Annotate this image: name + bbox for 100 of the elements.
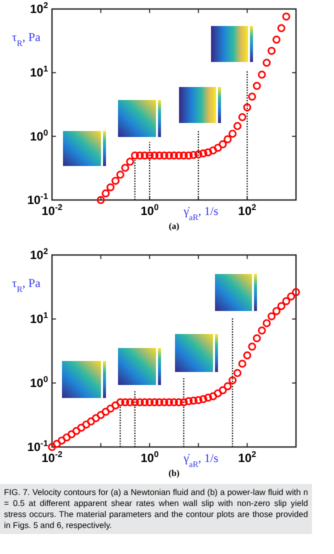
point <box>190 396 198 405</box>
point <box>204 394 212 402</box>
x-tick-label: 10$^{2}$ <box>238 449 257 465</box>
point <box>224 382 232 390</box>
point <box>62 433 71 442</box>
caption: FIG. 7. Velocity contours for (a) a Newtonian fluid and (b) a power-law fluid with n = 0.5 at different apparent shear rates when wall slip with non-zero slip yield stress occurs. The material parameters and the contour plots are those provided in Figs. 5 and 6, respectively. <box>0 484 312 534</box>
point <box>106 183 114 192</box>
point <box>150 398 158 406</box>
text: (a) <box>168 221 180 231</box>
point <box>209 392 218 400</box>
point <box>272 307 280 316</box>
point <box>116 398 124 406</box>
point <box>96 196 105 204</box>
point <box>111 176 120 185</box>
point <box>218 140 227 148</box>
point <box>258 326 266 335</box>
point <box>77 424 86 432</box>
point <box>272 36 280 44</box>
point <box>292 288 300 296</box>
text: (b) <box>168 468 180 478</box>
point <box>121 164 130 172</box>
point <box>160 398 168 406</box>
point <box>121 398 130 406</box>
point <box>102 408 110 416</box>
point <box>258 70 266 79</box>
y-tick-label: 10$^{2}$ <box>30 0 48 16</box>
point <box>209 146 218 154</box>
point <box>165 152 174 160</box>
point <box>146 152 154 160</box>
y-axis-title: τ$_{R}$, Pa <box>12 30 42 48</box>
point <box>136 398 144 406</box>
point <box>174 152 183 160</box>
x-tick-label: 10$^{0}$ <box>140 202 159 218</box>
y-tick-label: 10$^{0}$ <box>30 374 48 390</box>
y-tick-label: 10$^{1}$ <box>30 64 48 80</box>
point <box>238 113 246 122</box>
point <box>160 152 168 160</box>
point <box>116 170 124 179</box>
point <box>228 130 237 138</box>
point <box>126 158 134 166</box>
point <box>190 150 198 159</box>
point <box>233 122 242 130</box>
point <box>228 376 237 384</box>
point <box>180 398 188 406</box>
x-tick-label: 10$^{2}$ <box>238 202 257 218</box>
point <box>252 82 261 90</box>
point <box>238 360 246 368</box>
point <box>180 152 188 160</box>
point <box>146 398 154 406</box>
point <box>184 397 193 406</box>
point <box>243 103 252 112</box>
point <box>92 414 100 422</box>
point <box>282 12 290 21</box>
point <box>106 404 114 413</box>
point <box>277 24 286 32</box>
y-axis-title: τ$_{R}$, Pa <box>12 276 42 294</box>
point <box>204 148 212 156</box>
point <box>52 440 61 448</box>
point <box>248 92 256 101</box>
point <box>248 342 256 351</box>
point <box>287 292 296 300</box>
point <box>96 411 105 420</box>
point <box>130 152 139 160</box>
point <box>136 152 144 160</box>
point <box>140 398 149 406</box>
point <box>150 152 158 160</box>
x-axis-title: γ̇$_{aR}$, 1/s <box>182 204 219 222</box>
point <box>268 312 276 320</box>
point <box>277 302 286 310</box>
point <box>82 420 90 429</box>
point <box>155 152 164 160</box>
point <box>252 334 261 342</box>
point <box>72 426 80 435</box>
x-axis-title: γ̇$_{aR}$, 1/s <box>182 451 219 468</box>
point <box>102 189 110 198</box>
point <box>48 443 56 451</box>
y-tick-label: 10$^{2}$ <box>30 246 48 262</box>
point <box>224 135 232 144</box>
point <box>130 398 139 406</box>
point <box>218 386 227 394</box>
point <box>155 398 164 406</box>
point <box>174 398 183 406</box>
point <box>262 58 271 67</box>
point <box>214 144 222 152</box>
point <box>68 430 76 438</box>
point <box>170 398 178 406</box>
point <box>268 46 276 55</box>
point <box>199 149 208 158</box>
y-tick-label: 10$^{0}$ <box>30 127 48 144</box>
point <box>165 398 174 406</box>
point <box>214 389 222 398</box>
y-tick-label: 10$^{1}$ <box>30 310 48 326</box>
point <box>282 297 290 306</box>
point <box>233 369 242 378</box>
point <box>194 150 202 158</box>
x-tick-label: 10$^{0}$ <box>140 449 159 465</box>
point <box>126 398 134 406</box>
point <box>199 395 208 404</box>
point <box>262 319 271 328</box>
point <box>58 436 66 445</box>
